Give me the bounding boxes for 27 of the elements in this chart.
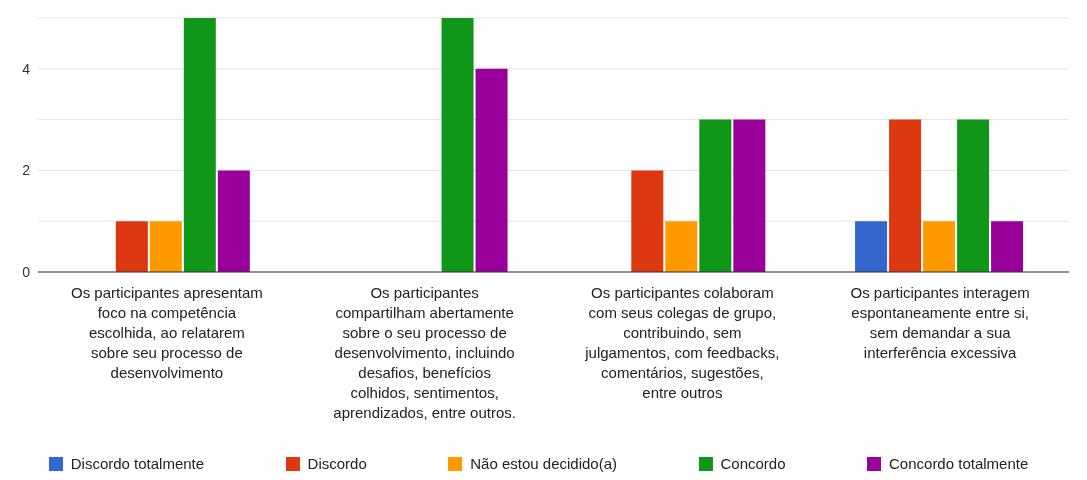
x-tick-label: Os participantes compartilham abertamente sobre o seu processo de desenvolvimento, incluindo desafios, benefícios colhidos, sentimentos, aprendizados, entre outros. <box>333 284 516 421</box>
bar <box>475 68 508 272</box>
legend-label: Discordo totalmente <box>70 455 205 472</box>
y-tick-label: 2 <box>22 162 31 179</box>
bar <box>631 170 664 272</box>
x-tick-label: Os participantes apresentam foco na competência escolhida, ao relatarem sobre seu processo de desenvolvimento <box>70 284 263 381</box>
bar <box>889 119 922 272</box>
bar <box>733 119 766 272</box>
bar <box>115 221 148 272</box>
x-tick-label: Os participantes interagem espontaneamente entre si, sem demandar a sua interferência excessiva <box>850 284 1030 361</box>
legend-label: Discordo <box>307 455 367 472</box>
bar <box>183 18 216 272</box>
bar <box>957 119 990 272</box>
y-tick-label: 4 <box>22 60 31 77</box>
y-tick-label: 0 <box>22 263 31 280</box>
bar <box>855 221 888 272</box>
bar <box>441 18 474 272</box>
legend-label: Não estou decidido(a) <box>470 455 618 472</box>
legend-label: Concordo totalmente <box>889 455 1029 472</box>
legend-label: Concordo <box>720 455 786 472</box>
bar <box>699 119 732 272</box>
bar <box>665 221 698 272</box>
bar <box>991 221 1024 272</box>
x-tick-label: Os participantes colaboram com seus colegas de grupo, contribuindo, sem julgamentos, com feedbacks, comentários, sugestões, entre outros <box>584 284 780 401</box>
bar <box>923 221 956 272</box>
bar <box>217 170 250 272</box>
bar <box>149 221 182 272</box>
